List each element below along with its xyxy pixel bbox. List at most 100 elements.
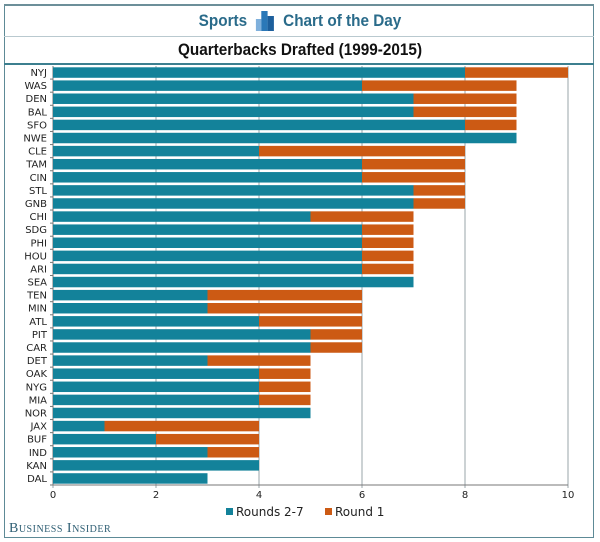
bar-oak-round-1: [259, 368, 311, 379]
y-tick-label: SDG: [25, 225, 47, 236]
bar-mia-rounds-2-7: [53, 394, 259, 406]
bar-den-round-1: [413, 93, 517, 104]
bar-phi-round-1: [362, 237, 414, 249]
bar-det-round-1: [207, 355, 311, 366]
bar-sdg-round-1: [362, 224, 414, 235]
y-tick-label: ARI: [30, 264, 47, 275]
title-rule: [4, 63, 594, 65]
y-tick-label: NOR: [25, 408, 47, 419]
bar-kan-rounds-2-7: [53, 460, 259, 471]
bar-min-rounds-2-7: [53, 302, 208, 314]
bar-pit-rounds-2-7: [53, 329, 311, 340]
bar-cin-rounds-2-7: [53, 172, 362, 183]
y-tick-label: JAX: [30, 422, 48, 433]
bar-nyj-rounds-2-7: [53, 67, 465, 78]
bar-ten-round-1: [207, 289, 362, 301]
y-tick-label: STL: [29, 186, 47, 197]
bar-jax-rounds-2-7: [53, 420, 105, 432]
x-tick-label: 4: [256, 490, 262, 501]
y-tick-label: NYJ: [30, 68, 47, 79]
bar-atl-rounds-2-7: [53, 316, 259, 327]
y-tick-label: CIN: [30, 173, 47, 184]
header: Sports Chart of the Day: [30, 8, 570, 34]
y-tick-label: DEN: [26, 94, 48, 105]
y-tick-label: SFO: [27, 120, 47, 131]
bar-hou-rounds-2-7: [53, 250, 362, 262]
y-tick-label: BAL: [28, 107, 48, 118]
bar-nyj-round-1: [465, 67, 568, 78]
y-tick-label: CLE: [28, 147, 47, 158]
header-divider: [4, 36, 594, 37]
x-tick-label: 0: [50, 490, 56, 501]
legend-label: Round 1: [335, 505, 384, 519]
y-tick-label: OAK: [26, 369, 48, 380]
y-tick-label: CAR: [26, 343, 47, 354]
bar-mia-round-1: [259, 394, 311, 406]
x-tick-label: 10: [562, 490, 575, 501]
header-chart-of-the-day: Chart of the Day: [283, 11, 402, 30]
y-tick-label: MIA: [29, 395, 48, 406]
bar-nwe-rounds-2-7: [53, 132, 517, 144]
bar-car-rounds-2-7: [53, 342, 311, 353]
y-tick-label: IND: [29, 448, 47, 459]
bar-den-rounds-2-7: [53, 93, 414, 104]
bar-ari-rounds-2-7: [53, 263, 362, 275]
bar-phi-rounds-2-7: [53, 237, 362, 249]
y-tick-label: KAN: [26, 461, 47, 472]
bar-was-round-1: [362, 80, 517, 91]
bar-atl-round-1: [259, 316, 362, 327]
bar-dal-rounds-2-7: [53, 473, 208, 484]
legend-swatch: [226, 508, 233, 515]
y-tick-label: WAS: [24, 81, 47, 92]
y-tick-label: GNB: [25, 199, 47, 210]
bar-chi-round-1: [310, 211, 414, 222]
y-tick-label: CHI: [30, 212, 47, 223]
bar-nor-rounds-2-7: [53, 407, 311, 419]
x-tick-label: 2: [153, 490, 159, 501]
bar-gnb-rounds-2-7: [53, 198, 414, 209]
y-tick-label: TEN: [26, 291, 47, 302]
bar-det-rounds-2-7: [53, 355, 208, 366]
legend-swatch: [325, 508, 332, 515]
y-tick-label: PHI: [31, 238, 48, 249]
top-rule: [4, 4, 594, 6]
y-tick-label: DAL: [27, 474, 47, 485]
bar-bal-rounds-2-7: [53, 106, 414, 118]
bar-min-round-1: [207, 302, 362, 314]
header-sports: Sports: [198, 11, 248, 30]
bar-chart-icon: [256, 11, 275, 31]
bar-stl-rounds-2-7: [53, 185, 414, 196]
y-tick-label: DET: [27, 356, 48, 367]
y-tick-label: TAM: [25, 160, 47, 171]
bar-cin-round-1: [362, 172, 465, 183]
bar-buf-round-1: [156, 433, 259, 445]
bar-pit-round-1: [310, 329, 362, 340]
y-tick-label: NYG: [26, 382, 47, 393]
bar-nyg-rounds-2-7: [53, 381, 259, 393]
bar-hou-round-1: [362, 250, 414, 262]
bar-cle-round-1: [259, 145, 465, 157]
bar-ind-round-1: [207, 447, 259, 458]
bar-buf-rounds-2-7: [53, 433, 156, 445]
bar-jax-round-1: [104, 420, 259, 432]
bar-cle-rounds-2-7: [53, 145, 259, 157]
bar-stl-round-1: [413, 185, 465, 196]
bar-was-rounds-2-7: [53, 80, 362, 91]
bar-bal-round-1: [413, 106, 517, 118]
x-tick-label: 6: [359, 490, 365, 501]
bar-gnb-round-1: [413, 198, 465, 209]
business-insider-logo: Business Insider: [9, 521, 112, 536]
bar-sfo-round-1: [465, 119, 517, 131]
bar-chi-rounds-2-7: [53, 211, 311, 222]
y-tick-label: ATL: [29, 317, 47, 328]
bar-ari-round-1: [362, 263, 414, 275]
y-tick-label: PIT: [32, 330, 48, 341]
legend-label: Rounds 2-7: [236, 505, 304, 519]
y-tick-label: MIN: [28, 304, 47, 315]
chart-title: Quarterbacks Drafted (1999-2015): [177, 40, 423, 59]
bar-sdg-rounds-2-7: [53, 224, 362, 235]
y-tick-label: BUF: [27, 435, 47, 446]
bar-ind-rounds-2-7: [53, 447, 208, 458]
bar-car-round-1: [310, 342, 362, 353]
